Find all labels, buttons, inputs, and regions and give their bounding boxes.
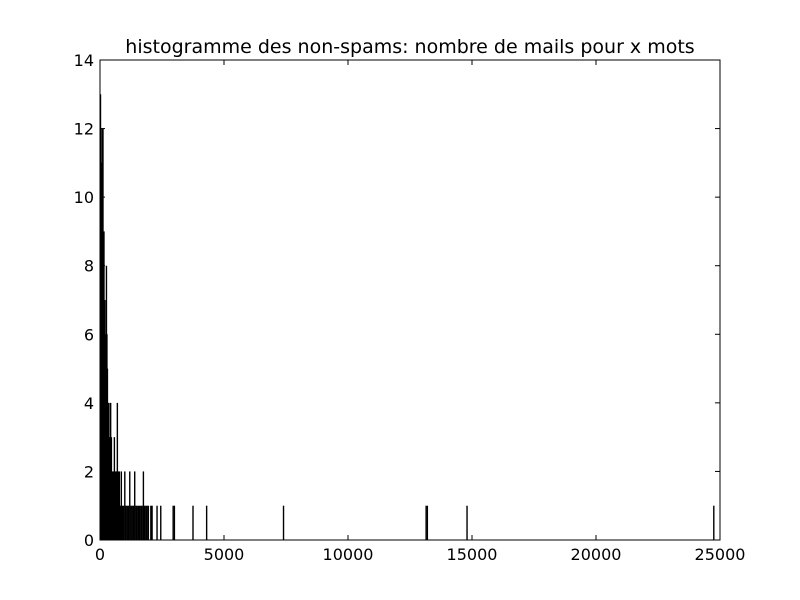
chart-title: histogramme des non-spams: nombre de mai… xyxy=(125,36,694,58)
x-tick-label: 10000 xyxy=(323,545,374,564)
ticks-group: 0 5000 10000 15000 20000 25000 0 2 4 6 8 10 12 14 xyxy=(74,51,746,564)
y-tick-label: 4 xyxy=(84,394,94,413)
x-tick-label: 5000 xyxy=(204,545,245,564)
y-tick-label: 6 xyxy=(84,325,94,344)
x-tick-label: 25000 xyxy=(695,545,746,564)
bars-group xyxy=(99,94,715,540)
y-tick-label: 2 xyxy=(84,462,94,481)
x-tick-label: 20000 xyxy=(571,545,622,564)
plot-frame xyxy=(99,59,721,541)
x-tick-label: 0 xyxy=(95,545,105,564)
y-tick-label: 8 xyxy=(84,257,94,276)
y-tick-label: 10 xyxy=(74,188,94,207)
y-tick-label: 14 xyxy=(74,51,94,70)
y-tick-label: 0 xyxy=(84,531,94,550)
x-tick-label: 15000 xyxy=(447,545,498,564)
y-tick-label: 12 xyxy=(74,120,94,139)
